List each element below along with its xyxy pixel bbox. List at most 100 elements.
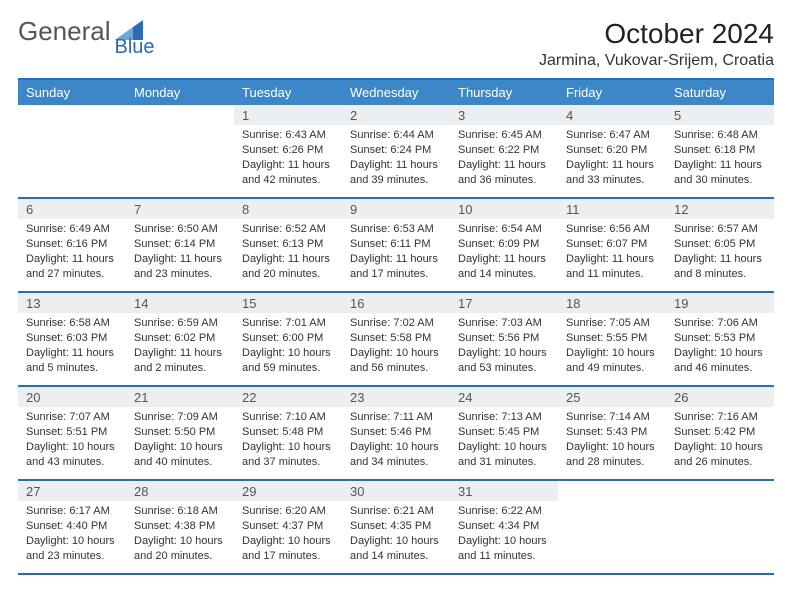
sunset-text: Sunset: 5:50 PM [134, 425, 226, 440]
daylight-text: Daylight: 11 hours and 5 minutes. [26, 346, 118, 376]
logo: General Blue [18, 18, 185, 44]
day-body: Sunrise: 6:18 AMSunset: 4:38 PMDaylight:… [126, 501, 234, 567]
day-cell: 9Sunrise: 6:53 AMSunset: 6:11 PMDaylight… [342, 199, 450, 291]
day-body: Sunrise: 6:54 AMSunset: 6:09 PMDaylight:… [450, 219, 558, 285]
day-cell: 15Sunrise: 7:01 AMSunset: 6:00 PMDayligh… [234, 293, 342, 385]
day-cell: 1Sunrise: 6:43 AMSunset: 6:26 PMDaylight… [234, 105, 342, 197]
day-body: Sunrise: 7:07 AMSunset: 5:51 PMDaylight:… [18, 407, 126, 473]
week-row: 1Sunrise: 6:43 AMSunset: 6:26 PMDaylight… [18, 105, 774, 199]
day-cell: 25Sunrise: 7:14 AMSunset: 5:43 PMDayligh… [558, 387, 666, 479]
sunrise-text: Sunrise: 7:09 AM [134, 410, 226, 425]
sunset-text: Sunset: 5:43 PM [566, 425, 658, 440]
day-cell: 20Sunrise: 7:07 AMSunset: 5:51 PMDayligh… [18, 387, 126, 479]
day-cell: 31Sunrise: 6:22 AMSunset: 4:34 PMDayligh… [450, 481, 558, 573]
day-body: Sunrise: 6:21 AMSunset: 4:35 PMDaylight:… [342, 501, 450, 567]
day-body: Sunrise: 6:48 AMSunset: 6:18 PMDaylight:… [666, 125, 774, 191]
sunset-text: Sunset: 4:35 PM [350, 519, 442, 534]
sunset-text: Sunset: 4:34 PM [458, 519, 550, 534]
sunset-text: Sunset: 6:22 PM [458, 143, 550, 158]
sunrise-text: Sunrise: 6:21 AM [350, 504, 442, 519]
sunset-text: Sunset: 6:18 PM [674, 143, 766, 158]
sunrise-text: Sunrise: 6:48 AM [674, 128, 766, 143]
day-number: 16 [342, 293, 450, 313]
empty-cell [558, 481, 666, 573]
daylight-text: Daylight: 10 hours and 17 minutes. [242, 534, 334, 564]
calendar-page: General Blue October 2024 Jarmina, Vukov… [0, 0, 792, 612]
daylight-text: Daylight: 11 hours and 39 minutes. [350, 158, 442, 188]
day-body: Sunrise: 6:58 AMSunset: 6:03 PMDaylight:… [18, 313, 126, 379]
daylight-text: Daylight: 11 hours and 8 minutes. [674, 252, 766, 282]
sunrise-text: Sunrise: 6:20 AM [242, 504, 334, 519]
daylight-text: Daylight: 10 hours and 34 minutes. [350, 440, 442, 470]
sunrise-text: Sunrise: 6:44 AM [350, 128, 442, 143]
dayhead-tue: Tuesday [234, 80, 342, 105]
day-body: Sunrise: 6:49 AMSunset: 6:16 PMDaylight:… [18, 219, 126, 285]
day-body: Sunrise: 7:09 AMSunset: 5:50 PMDaylight:… [126, 407, 234, 473]
day-body: Sunrise: 6:50 AMSunset: 6:14 PMDaylight:… [126, 219, 234, 285]
daylight-text: Daylight: 11 hours and 14 minutes. [458, 252, 550, 282]
logo-text-general: General [18, 18, 111, 44]
sunrise-text: Sunrise: 7:05 AM [566, 316, 658, 331]
daylight-text: Daylight: 10 hours and 23 minutes. [26, 534, 118, 564]
daylight-text: Daylight: 10 hours and 20 minutes. [134, 534, 226, 564]
daylight-text: Daylight: 11 hours and 36 minutes. [458, 158, 550, 188]
sunset-text: Sunset: 4:37 PM [242, 519, 334, 534]
daylight-text: Daylight: 10 hours and 53 minutes. [458, 346, 550, 376]
day-body: Sunrise: 6:17 AMSunset: 4:40 PMDaylight:… [18, 501, 126, 567]
sunrise-text: Sunrise: 6:53 AM [350, 222, 442, 237]
sunrise-text: Sunrise: 7:11 AM [350, 410, 442, 425]
sunrise-text: Sunrise: 6:50 AM [134, 222, 226, 237]
day-number: 3 [450, 105, 558, 125]
day-number: 21 [126, 387, 234, 407]
day-cell: 23Sunrise: 7:11 AMSunset: 5:46 PMDayligh… [342, 387, 450, 479]
day-cell: 27Sunrise: 6:17 AMSunset: 4:40 PMDayligh… [18, 481, 126, 573]
day-body: Sunrise: 6:57 AMSunset: 6:05 PMDaylight:… [666, 219, 774, 285]
sunset-text: Sunset: 6:16 PM [26, 237, 118, 252]
day-number: 18 [558, 293, 666, 313]
day-cell: 11Sunrise: 6:56 AMSunset: 6:07 PMDayligh… [558, 199, 666, 291]
day-number: 17 [450, 293, 558, 313]
day-cell: 13Sunrise: 6:58 AMSunset: 6:03 PMDayligh… [18, 293, 126, 385]
sunset-text: Sunset: 6:00 PM [242, 331, 334, 346]
day-body: Sunrise: 7:01 AMSunset: 6:00 PMDaylight:… [234, 313, 342, 379]
day-number: 2 [342, 105, 450, 125]
day-body: Sunrise: 6:53 AMSunset: 6:11 PMDaylight:… [342, 219, 450, 285]
day-cell: 12Sunrise: 6:57 AMSunset: 6:05 PMDayligh… [666, 199, 774, 291]
day-cell: 5Sunrise: 6:48 AMSunset: 6:18 PMDaylight… [666, 105, 774, 197]
daylight-text: Daylight: 10 hours and 37 minutes. [242, 440, 334, 470]
sunset-text: Sunset: 5:58 PM [350, 331, 442, 346]
sunset-text: Sunset: 6:03 PM [26, 331, 118, 346]
sunrise-text: Sunrise: 6:49 AM [26, 222, 118, 237]
day-cell: 21Sunrise: 7:09 AMSunset: 5:50 PMDayligh… [126, 387, 234, 479]
dayhead-mon: Monday [126, 80, 234, 105]
sunrise-text: Sunrise: 6:43 AM [242, 128, 334, 143]
sunset-text: Sunset: 6:05 PM [674, 237, 766, 252]
calendar: Sunday Monday Tuesday Wednesday Thursday… [18, 78, 774, 575]
day-cell: 24Sunrise: 7:13 AMSunset: 5:45 PMDayligh… [450, 387, 558, 479]
sunrise-text: Sunrise: 6:18 AM [134, 504, 226, 519]
page-title: October 2024 [539, 18, 774, 50]
empty-cell [18, 105, 126, 197]
dayhead-fri: Friday [558, 80, 666, 105]
daylight-text: Daylight: 10 hours and 46 minutes. [674, 346, 766, 376]
sunset-text: Sunset: 5:56 PM [458, 331, 550, 346]
title-block: October 2024 Jarmina, Vukovar-Srijem, Cr… [539, 18, 774, 70]
day-number: 15 [234, 293, 342, 313]
sunset-text: Sunset: 4:38 PM [134, 519, 226, 534]
week-row: 13Sunrise: 6:58 AMSunset: 6:03 PMDayligh… [18, 293, 774, 387]
day-cell: 3Sunrise: 6:45 AMSunset: 6:22 PMDaylight… [450, 105, 558, 197]
logo-text-blue: Blue [115, 36, 155, 59]
sunset-text: Sunset: 6:20 PM [566, 143, 658, 158]
day-body: Sunrise: 7:11 AMSunset: 5:46 PMDaylight:… [342, 407, 450, 473]
day-body: Sunrise: 6:47 AMSunset: 6:20 PMDaylight:… [558, 125, 666, 191]
day-body: Sunrise: 6:56 AMSunset: 6:07 PMDaylight:… [558, 219, 666, 285]
daylight-text: Daylight: 11 hours and 42 minutes. [242, 158, 334, 188]
sunrise-text: Sunrise: 6:54 AM [458, 222, 550, 237]
day-number: 28 [126, 481, 234, 501]
sunset-text: Sunset: 5:48 PM [242, 425, 334, 440]
day-cell: 22Sunrise: 7:10 AMSunset: 5:48 PMDayligh… [234, 387, 342, 479]
day-cell: 18Sunrise: 7:05 AMSunset: 5:55 PMDayligh… [558, 293, 666, 385]
day-body: Sunrise: 7:06 AMSunset: 5:53 PMDaylight:… [666, 313, 774, 379]
day-body: Sunrise: 7:05 AMSunset: 5:55 PMDaylight:… [558, 313, 666, 379]
day-body: Sunrise: 6:45 AMSunset: 6:22 PMDaylight:… [450, 125, 558, 191]
